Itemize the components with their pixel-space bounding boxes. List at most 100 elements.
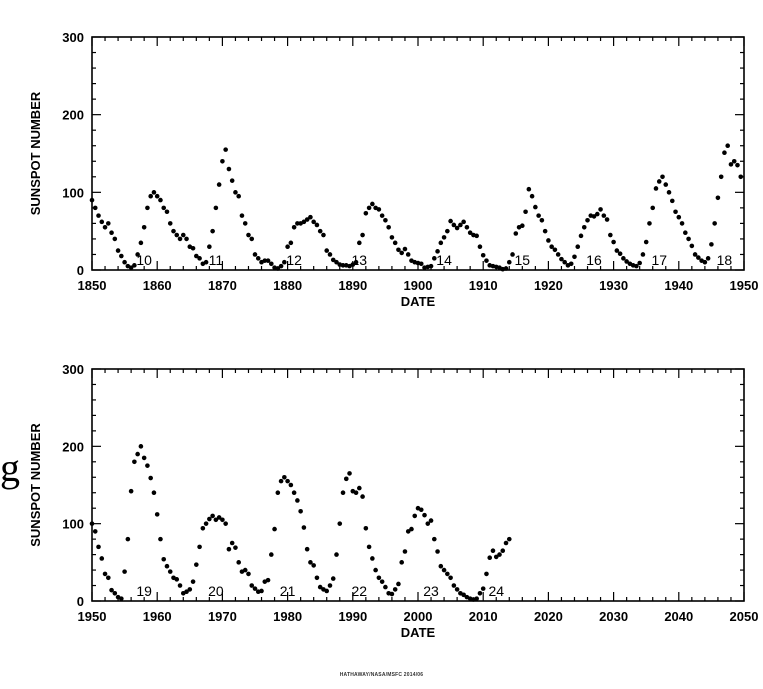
cycle-label: 15 — [515, 252, 531, 268]
data-point — [96, 213, 101, 218]
data-point — [246, 232, 251, 238]
data-point — [445, 571, 450, 577]
plot-frame — [91, 368, 745, 602]
data-point — [523, 209, 528, 215]
data-point — [428, 263, 434, 269]
data-point — [598, 207, 603, 212]
data-point — [216, 182, 222, 187]
data-point — [190, 245, 196, 251]
data-point — [735, 162, 740, 168]
data-point — [167, 569, 173, 574]
data-point — [559, 256, 564, 262]
data-point — [99, 556, 105, 561]
data-point — [242, 567, 248, 573]
data-point — [291, 490, 297, 496]
y-tick-label: 100 — [62, 185, 84, 200]
data-point — [174, 577, 180, 582]
data-point — [190, 579, 196, 584]
data-point — [337, 521, 343, 526]
cycle-label: 18 — [717, 252, 733, 268]
cycle-label: 16 — [586, 252, 602, 268]
data-point — [148, 475, 153, 481]
data-point — [99, 219, 105, 225]
data-point — [151, 190, 157, 195]
x-tick-label: 2040 — [664, 609, 693, 624]
data-point — [493, 554, 499, 560]
data-point — [357, 485, 362, 491]
data-point — [396, 581, 401, 587]
data-point — [500, 548, 506, 554]
data-point — [272, 526, 277, 532]
data-point — [106, 575, 111, 581]
data-point — [278, 478, 284, 484]
data-point — [448, 218, 453, 224]
data-point — [412, 513, 418, 519]
data-point — [666, 190, 672, 195]
y-axis-label: SUNSPOT NUMBER — [28, 91, 43, 215]
cycle-label: 10 — [136, 252, 152, 268]
x-tick-label: 1850 — [78, 278, 107, 293]
data-point — [477, 244, 483, 249]
data-point — [265, 577, 271, 583]
data-point — [174, 232, 180, 238]
data-point — [399, 560, 405, 565]
data-point — [624, 259, 629, 264]
data-point — [454, 587, 460, 592]
data-point — [432, 256, 437, 261]
data-point — [705, 256, 711, 261]
data-point — [288, 482, 294, 488]
data-point — [731, 158, 737, 164]
data-point — [262, 258, 268, 263]
data-point — [122, 569, 127, 574]
data-point — [141, 455, 147, 461]
x-tick-label: 2010 — [469, 609, 498, 624]
data-point — [363, 211, 369, 216]
data-point — [461, 592, 466, 598]
data-point — [220, 158, 225, 164]
data-point — [252, 252, 258, 257]
data-point — [184, 236, 189, 242]
x-tick-label: 2030 — [599, 609, 628, 624]
data-point — [448, 575, 453, 581]
x-axis-label: DATE — [401, 294, 436, 309]
data-point — [233, 190, 238, 195]
data-point — [145, 463, 150, 468]
data-point — [213, 205, 219, 211]
data-point — [112, 590, 118, 596]
data-point — [223, 521, 228, 526]
data-point — [249, 583, 255, 588]
data-point — [304, 546, 310, 552]
data-point — [340, 263, 346, 268]
cycle-label: 22 — [352, 583, 368, 599]
data-point — [568, 261, 574, 267]
data-point — [575, 244, 581, 249]
y-tick-label: 200 — [62, 108, 84, 123]
data-point — [347, 471, 352, 476]
data-point — [578, 233, 584, 239]
data-point — [503, 266, 509, 271]
data-point — [109, 587, 114, 593]
data-point — [663, 182, 669, 187]
data-point — [428, 518, 434, 523]
x-tick-label: 2050 — [730, 609, 759, 624]
data-point — [738, 174, 744, 180]
data-point — [709, 242, 714, 247]
data-point — [637, 260, 642, 266]
data-point — [269, 552, 274, 557]
data-point — [220, 517, 225, 523]
data-point — [135, 451, 140, 457]
data-point — [164, 209, 170, 215]
data-point — [246, 571, 251, 577]
data-point — [207, 516, 212, 522]
data-point — [252, 586, 258, 591]
cycle-label: 12 — [286, 252, 302, 268]
data-point — [295, 221, 300, 226]
data-point — [539, 217, 545, 223]
data-point — [418, 507, 424, 513]
data-point — [197, 544, 202, 550]
cycle-label: 17 — [651, 252, 667, 268]
data-point — [132, 263, 137, 268]
data-point — [141, 224, 147, 230]
data-point — [435, 249, 440, 254]
